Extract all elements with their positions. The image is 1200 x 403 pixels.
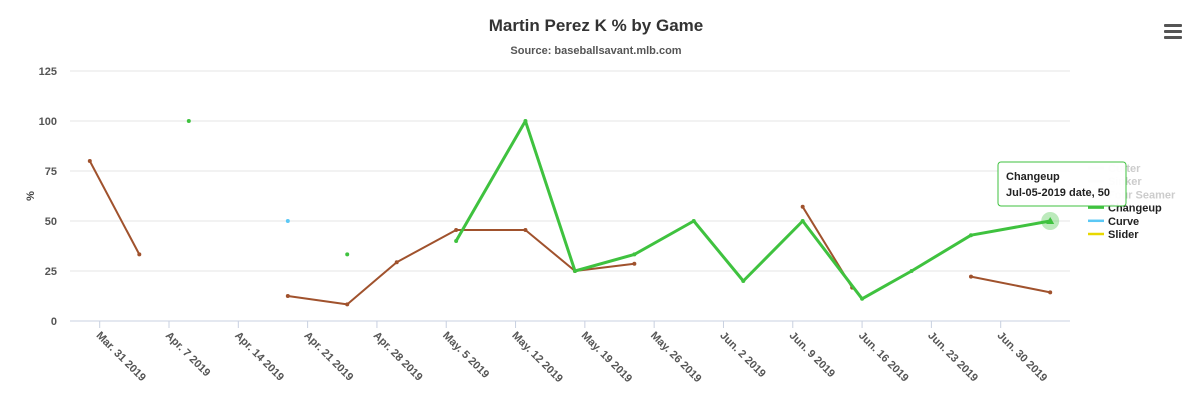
y-tick-label: 25 bbox=[45, 266, 57, 278]
data-point-changeup[interactable] bbox=[909, 269, 914, 273]
legend-label: Slider bbox=[1108, 229, 1139, 241]
data-point-cutter[interactable] bbox=[137, 252, 142, 257]
x-tick-label: Jun. 9 2019 bbox=[787, 330, 837, 380]
x-axis: Mar. 31 2019 Apr. 7 2019 Apr. 14 2019 Apr. … bbox=[94, 321, 1050, 385]
x-tick-label: Mar. 31 2019 bbox=[94, 330, 148, 384]
series-changeup bbox=[186, 119, 1053, 301]
data-point-changeup[interactable] bbox=[572, 269, 577, 273]
tooltip-line2: Jul-05-2019 date, 50 bbox=[1006, 187, 1110, 199]
series-line-cutter[interactable] bbox=[970, 275, 1051, 294]
y-tick-label: 125 bbox=[39, 66, 57, 78]
y-tick-label: 0 bbox=[51, 316, 57, 328]
series-line-changeup[interactable] bbox=[454, 119, 1051, 301]
legend-label: Curve bbox=[1108, 216, 1139, 228]
series-line-cutter[interactable] bbox=[88, 160, 141, 255]
data-point-cutter[interactable] bbox=[1048, 290, 1053, 295]
data-point-changeup[interactable] bbox=[691, 219, 696, 223]
series-cutter bbox=[87, 159, 1053, 307]
legend-item-slider[interactable]: Slider bbox=[1088, 229, 1139, 241]
data-point-changeup[interactable] bbox=[186, 119, 191, 123]
series-line-cutter[interactable] bbox=[287, 229, 635, 306]
series-curve bbox=[285, 219, 290, 223]
chart-menu-icon[interactable] bbox=[1164, 24, 1182, 40]
tooltip-box bbox=[997, 161, 1127, 207]
x-tick-label: Jun. 30 2019 bbox=[995, 330, 1050, 385]
data-point-changeup[interactable] bbox=[860, 296, 865, 301]
x-tick-label: May. 19 2019 bbox=[579, 330, 634, 385]
data-point-changeup[interactable] bbox=[345, 252, 350, 257]
chart-subtitle: Source: baseballsavant.mlb.com bbox=[510, 45, 681, 57]
x-tick-label: Apr. 14 2019 bbox=[232, 330, 286, 384]
data-point-cutter[interactable] bbox=[632, 261, 637, 266]
x-tick-label: May. 12 2019 bbox=[509, 330, 564, 385]
y-tick-label: 100 bbox=[39, 116, 57, 128]
data-point-changeup[interactable] bbox=[632, 252, 637, 257]
data-point-changeup[interactable] bbox=[523, 119, 528, 123]
x-tick-label: Apr. 21 2019 bbox=[302, 330, 356, 384]
data-point-cutter[interactable] bbox=[345, 302, 350, 307]
tooltip-line1: Changeup bbox=[1006, 171, 1060, 183]
y-axis: 0 25 50 75 100 125 bbox=[39, 66, 57, 328]
x-tick-label: Jun. 2 2019 bbox=[717, 330, 767, 380]
data-point-cutter[interactable] bbox=[454, 228, 459, 232]
x-tick-label: Jun. 23 2019 bbox=[925, 330, 980, 385]
data-point-cutter[interactable] bbox=[394, 260, 399, 265]
data-point-cutter[interactable] bbox=[968, 274, 973, 279]
data-point-cutter[interactable] bbox=[285, 294, 290, 298]
data-point-changeup[interactable] bbox=[968, 233, 973, 238]
data-point-changeup[interactable] bbox=[800, 219, 805, 223]
x-tick-label: Jun. 16 2019 bbox=[856, 330, 911, 385]
x-tick-label: Apr. 28 2019 bbox=[371, 330, 425, 384]
y-axis-label: % bbox=[25, 191, 37, 201]
x-tick-label: May. 26 2019 bbox=[648, 330, 703, 385]
data-point-cutter[interactable] bbox=[800, 204, 805, 209]
x-tick-label: May. 5 2019 bbox=[440, 330, 491, 381]
data-point-cutter[interactable] bbox=[523, 228, 528, 232]
data-point-changeup[interactable] bbox=[741, 279, 746, 283]
grid bbox=[70, 70, 1070, 322]
chart-title: Martin Perez K % by Game bbox=[489, 16, 703, 35]
legend-item-curve[interactable]: Curve bbox=[1088, 216, 1139, 228]
series-group bbox=[87, 119, 1053, 307]
hover-marker bbox=[1046, 217, 1055, 224]
x-tick-label: Apr. 7 2019 bbox=[163, 330, 213, 380]
y-tick-label: 50 bbox=[45, 216, 57, 228]
data-point-cutter[interactable] bbox=[87, 159, 92, 163]
data-point-curve[interactable] bbox=[285, 219, 290, 223]
y-tick-label: 75 bbox=[45, 166, 57, 178]
data-point-changeup[interactable] bbox=[454, 239, 459, 243]
tooltip: Changeup Jul-05-2019 date, 50 bbox=[997, 161, 1127, 230]
